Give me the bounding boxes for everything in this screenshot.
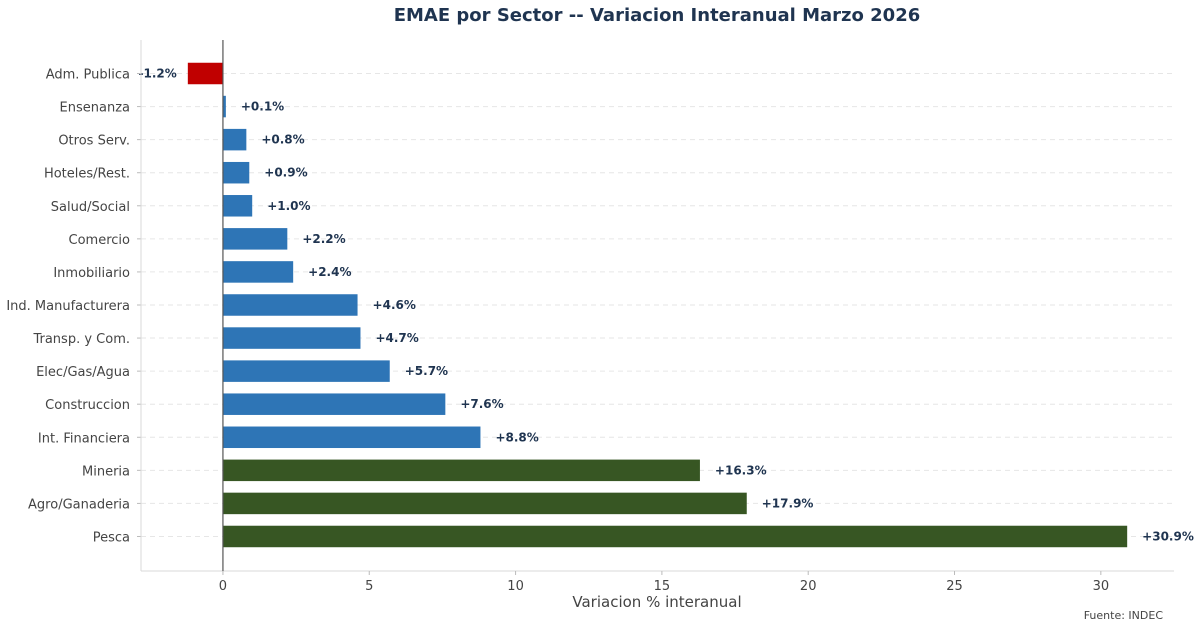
bar-construccion bbox=[222, 393, 446, 415]
bar-salud-social bbox=[222, 195, 253, 217]
value-label-construccion: +7.6% bbox=[460, 397, 503, 411]
category-label-transp-y-com: Transp. y Com. bbox=[32, 332, 130, 347]
value-label-otros-serv: +0.8% bbox=[261, 133, 304, 147]
category-label-otros-serv: Otros Serv. bbox=[58, 134, 130, 149]
value-label-elec-gas-agua: +5.7% bbox=[405, 364, 448, 378]
bar-ensenanza bbox=[222, 95, 226, 118]
value-label-adm-publica: -1.2% bbox=[139, 67, 177, 81]
bars: -1.2% +0.1% +0.8% +0.9% +1.0% +2.2% +2.4% +4.6%… bbox=[139, 62, 1194, 548]
x-tick-label-25: 25 bbox=[946, 579, 963, 594]
category-label-construccion: Construccion bbox=[45, 398, 130, 413]
category-label-comercio: Comercio bbox=[69, 233, 131, 248]
bar-pesca bbox=[222, 525, 1128, 548]
x-tick-label-5: 5 bbox=[365, 579, 373, 594]
value-label-int-financiera: +8.8% bbox=[495, 430, 538, 444]
category-label-ensenanza: Ensenanza bbox=[60, 101, 130, 116]
bar-transp-y-com bbox=[222, 327, 361, 349]
value-label-ensenanza: +0.1% bbox=[241, 100, 284, 114]
value-label-hoteles-rest: +0.9% bbox=[264, 166, 307, 180]
bar-ind-manufacturera bbox=[222, 294, 358, 316]
x-tick-label-30: 30 bbox=[1093, 579, 1110, 594]
x-tick-label-20: 20 bbox=[800, 579, 817, 594]
category-label-hoteles-rest: Hoteles/Rest. bbox=[44, 167, 130, 182]
x-tick-label-0: 0 bbox=[219, 579, 227, 594]
x-axis-label: Variacion % interanual bbox=[572, 593, 741, 611]
bar-comercio bbox=[222, 228, 288, 250]
category-label-agro-ganaderia: Agro/Ganaderia bbox=[28, 497, 130, 512]
bar-elec-gas-agua bbox=[222, 360, 390, 382]
value-label-transp-y-com: +4.7% bbox=[375, 331, 418, 345]
category-label-pesca: Pesca bbox=[93, 530, 130, 545]
category-label-ind-manufacturera: Ind. Manufacturera bbox=[6, 299, 130, 314]
category-label-adm-publica: Adm. Publica bbox=[46, 68, 130, 83]
x-tick-label-15: 15 bbox=[654, 579, 671, 594]
category-label-inmobiliario: Inmobiliario bbox=[53, 266, 130, 281]
value-label-agro-ganaderia: +17.9% bbox=[762, 496, 814, 510]
category-label-elec-gas-agua: Elec/Gas/Agua bbox=[36, 365, 130, 380]
bar-otros-serv bbox=[222, 128, 247, 151]
x-tick-label-10: 10 bbox=[507, 579, 524, 594]
value-label-pesca: +30.9% bbox=[1142, 529, 1194, 543]
value-label-mineria: +16.3% bbox=[715, 463, 767, 477]
value-label-inmobiliario: +2.4% bbox=[308, 265, 351, 279]
source-note: Fuente: INDEC bbox=[1084, 609, 1164, 622]
axes: Adm. Publica Ensenanza Otros Serv. Hoteles/… bbox=[6, 40, 1174, 594]
value-label-ind-manufacturera: +4.6% bbox=[373, 298, 416, 312]
value-label-salud-social: +1.0% bbox=[267, 199, 310, 213]
category-label-mineria: Mineria bbox=[82, 464, 130, 479]
bar-mineria bbox=[222, 459, 700, 482]
category-label-int-financiera: Int. Financiera bbox=[38, 431, 130, 446]
bar-hoteles-rest bbox=[222, 161, 250, 184]
bar-int-financiera bbox=[222, 426, 481, 449]
category-label-salud-social: Salud/Social bbox=[51, 200, 130, 215]
bar-agro-ganaderia bbox=[222, 492, 747, 515]
bar-adm-publica bbox=[187, 62, 223, 85]
bar-inmobiliario bbox=[222, 261, 294, 283]
value-label-comercio: +2.2% bbox=[302, 232, 345, 246]
chart-title: EMAE por Sector -- Variacion Interanual … bbox=[394, 5, 921, 26]
